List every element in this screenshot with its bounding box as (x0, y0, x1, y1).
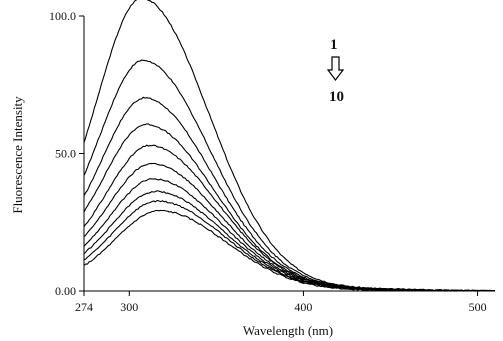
spectrum-line-2 (83, 59, 495, 292)
x-tick-label: 300 (120, 300, 138, 314)
down-arrow-icon (326, 56, 345, 81)
y-tick-label: 100.0 (49, 9, 76, 23)
annotation-last-label: 10 (329, 89, 344, 105)
x-tick-label: 274 (75, 300, 93, 314)
y-axis-title: Fluorescence Intensity (10, 96, 25, 214)
x-axis-title: Wavelength (nm) (243, 323, 333, 338)
y-tick-label: 0.00 (55, 284, 76, 298)
series-group (83, 0, 496, 292)
annotation-first-label: 1 (330, 37, 338, 53)
ticks-group: 0.00 50.0 100.0 274 300 400 500 (49, 9, 487, 314)
spectrum-line-4 (83, 123, 495, 292)
spectrum-line-8 (83, 190, 496, 292)
x-tick-label: 400 (294, 300, 312, 314)
spectrum-line-10 (83, 209, 495, 292)
y-tick-label: 50.0 (55, 147, 76, 161)
spectrum-line-5 (83, 144, 495, 292)
x-tick-label: 500 (469, 300, 487, 314)
series-order-annotation: 1 10 (326, 37, 345, 105)
axes-group (83, 16, 495, 292)
